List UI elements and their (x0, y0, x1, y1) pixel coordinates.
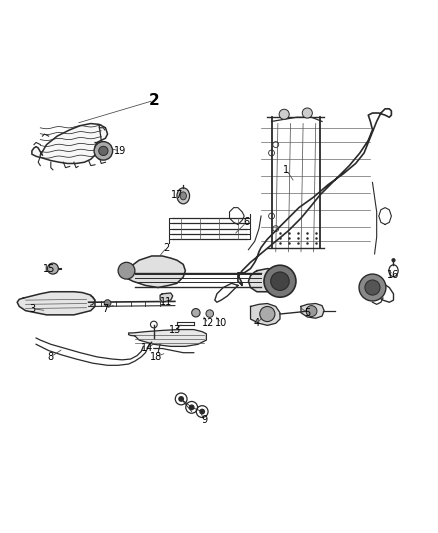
Circle shape (189, 405, 194, 410)
Circle shape (47, 263, 58, 274)
Ellipse shape (180, 192, 187, 200)
Text: 3: 3 (29, 304, 35, 313)
Polygon shape (120, 256, 185, 287)
Ellipse shape (177, 188, 190, 204)
Text: 11: 11 (160, 297, 173, 307)
Circle shape (104, 300, 111, 306)
Text: 10: 10 (215, 318, 227, 328)
Circle shape (392, 258, 396, 262)
Text: 12: 12 (202, 318, 215, 328)
Polygon shape (248, 269, 286, 292)
Text: 2: 2 (163, 243, 170, 253)
Circle shape (279, 109, 289, 119)
Circle shape (178, 396, 184, 402)
Text: 8: 8 (48, 352, 54, 362)
Polygon shape (32, 124, 108, 164)
Circle shape (264, 265, 296, 297)
Circle shape (365, 280, 380, 295)
Circle shape (192, 309, 200, 317)
Circle shape (199, 409, 205, 415)
Circle shape (206, 310, 214, 317)
Text: 4: 4 (254, 318, 260, 328)
Text: 2: 2 (148, 93, 159, 108)
Polygon shape (129, 329, 206, 346)
Circle shape (271, 272, 289, 290)
Polygon shape (160, 293, 173, 302)
Polygon shape (251, 303, 280, 325)
Text: 14: 14 (141, 343, 154, 353)
Text: 5: 5 (304, 308, 311, 318)
Circle shape (260, 306, 275, 321)
Text: 1: 1 (283, 165, 290, 175)
Text: 18: 18 (150, 352, 162, 362)
Circle shape (94, 142, 113, 160)
Text: 16: 16 (387, 270, 399, 280)
Circle shape (306, 305, 317, 317)
Text: 9: 9 (201, 415, 207, 425)
Circle shape (99, 146, 108, 156)
Text: 15: 15 (42, 264, 55, 273)
Circle shape (302, 108, 312, 118)
Text: 19: 19 (114, 146, 126, 156)
Text: 6: 6 (243, 217, 249, 228)
Text: 13: 13 (169, 325, 181, 335)
Circle shape (118, 262, 135, 279)
Text: 17: 17 (171, 190, 183, 200)
Polygon shape (17, 292, 95, 315)
Circle shape (359, 274, 386, 301)
Polygon shape (301, 303, 324, 318)
Text: 7: 7 (102, 304, 109, 313)
